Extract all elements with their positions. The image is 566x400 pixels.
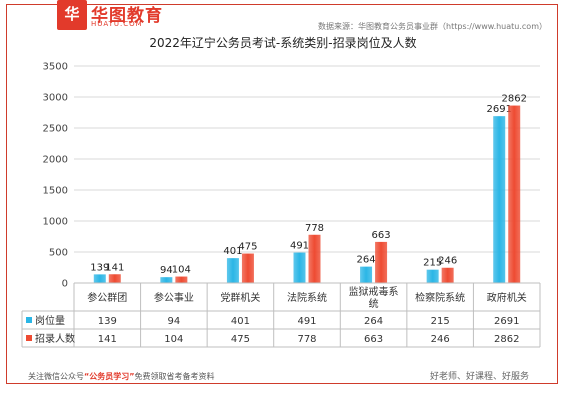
bar-value-label: 778 bbox=[305, 223, 324, 234]
footer-suffix: 免费领取省考备考资料 bbox=[134, 372, 215, 381]
table-cell-value: 139 bbox=[98, 316, 117, 327]
legend-swatch bbox=[26, 335, 32, 341]
bar bbox=[293, 252, 306, 283]
table-cell-value: 475 bbox=[231, 334, 250, 345]
bar-value-label: 663 bbox=[372, 230, 391, 241]
table-cell-value: 141 bbox=[98, 334, 117, 345]
table-cell-value: 94 bbox=[167, 316, 180, 327]
bar bbox=[308, 234, 321, 283]
chart-frame bbox=[6, 4, 558, 384]
x-tick-label: 参公群团 bbox=[87, 291, 127, 304]
table-cell-value: 104 bbox=[164, 334, 183, 345]
bar-value-label: 2862 bbox=[501, 94, 526, 105]
y-tick-label: 1500 bbox=[43, 186, 68, 197]
table-cell-value: 2862 bbox=[494, 334, 519, 345]
bar-value-label: 401 bbox=[223, 246, 242, 257]
table-cell-value: 401 bbox=[231, 316, 250, 327]
x-tick-label: 统 bbox=[369, 297, 379, 310]
table-cell-value: 663 bbox=[364, 334, 383, 345]
y-tick-label: 2500 bbox=[43, 124, 68, 135]
data-source: 数据来源：华图教育公务员事业群（https://www.huatu.com） bbox=[318, 22, 547, 31]
bar-value-label: 141 bbox=[105, 262, 124, 273]
x-tick-label: 监狱戒毒系 bbox=[349, 285, 399, 298]
footer-slogan: 好老师、好课程、好服务 bbox=[430, 372, 530, 382]
y-tick-label: 2000 bbox=[43, 155, 68, 166]
bar bbox=[241, 253, 254, 283]
bar bbox=[108, 274, 121, 283]
legend-swatch bbox=[26, 317, 32, 323]
y-tick-label: 1000 bbox=[43, 217, 68, 228]
legend-entry: 招录人数 bbox=[35, 332, 75, 345]
bar bbox=[493, 116, 506, 284]
logo-text: 华图教育 bbox=[91, 6, 163, 26]
bar-value-label: 215 bbox=[423, 258, 442, 269]
bar-value-label: 246 bbox=[438, 256, 457, 267]
logo-subtext: HUATU.COM bbox=[91, 20, 143, 28]
table-cell-value: 778 bbox=[297, 334, 316, 345]
bar-value-label: 94 bbox=[160, 265, 173, 276]
y-tick-label: 3500 bbox=[43, 62, 68, 73]
bar bbox=[360, 266, 373, 283]
footer-wechat-note: 关注微信公众号“公务员学习”免费领取省考备考资料 bbox=[28, 371, 215, 382]
bar bbox=[175, 276, 188, 283]
x-tick-label: 党群机关 bbox=[220, 291, 260, 304]
x-tick-label: 参公事业 bbox=[154, 291, 194, 304]
table-cell-value: 2691 bbox=[494, 316, 519, 327]
table-cell-value: 246 bbox=[431, 334, 450, 345]
footer-prefix: 关注微信公众号 bbox=[28, 372, 84, 381]
legend-entry: 岗位量 bbox=[35, 314, 65, 327]
chart-title: 2022年辽宁公务员考试-系统类别-招录岗位及人数 bbox=[149, 36, 417, 50]
bar bbox=[93, 274, 106, 283]
bar bbox=[426, 269, 439, 283]
bar bbox=[226, 258, 239, 283]
bar bbox=[160, 277, 173, 283]
bar bbox=[375, 241, 388, 283]
bar-value-label: 139 bbox=[90, 262, 109, 273]
bar-value-label: 491 bbox=[290, 241, 309, 252]
huatu-logo: 华 华图教育 HUATU.COM bbox=[57, 0, 177, 30]
y-tick-label: 0 bbox=[62, 279, 68, 290]
bar-value-label: 475 bbox=[238, 242, 257, 253]
footer-highlight: “公务员学习” bbox=[84, 372, 135, 381]
x-tick-label: 检察院系统 bbox=[415, 291, 465, 304]
y-tick-label: 3000 bbox=[43, 93, 68, 104]
logo-badge: 华 bbox=[57, 0, 87, 30]
bar-value-label: 264 bbox=[357, 255, 376, 266]
x-tick-label: 政府机关 bbox=[487, 291, 527, 304]
x-tick-label: 法院系统 bbox=[287, 291, 327, 304]
y-tick-label: 500 bbox=[49, 248, 68, 259]
bar-value-label: 104 bbox=[172, 265, 191, 276]
bar-value-label: 2691 bbox=[486, 104, 511, 115]
table-cell-value: 264 bbox=[364, 316, 383, 327]
bar bbox=[441, 267, 454, 283]
bar bbox=[508, 105, 521, 283]
table-cell-value: 215 bbox=[431, 316, 450, 327]
table-cell-value: 491 bbox=[297, 316, 316, 327]
